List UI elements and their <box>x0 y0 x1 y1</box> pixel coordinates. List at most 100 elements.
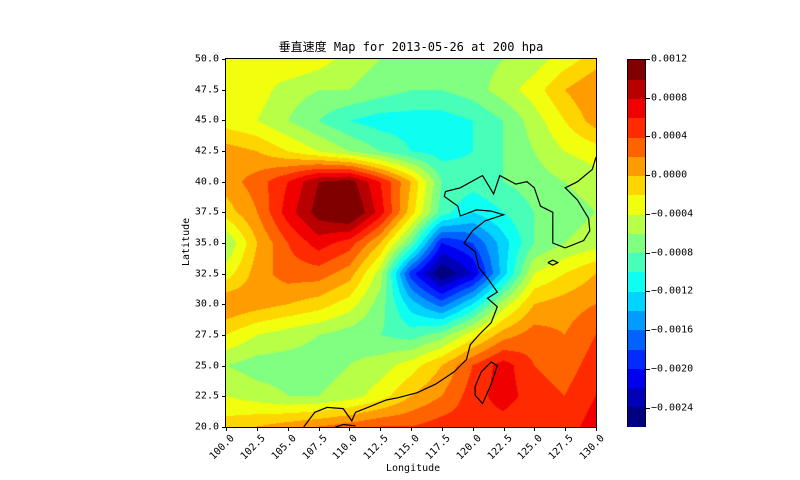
coastline <box>547 259 560 266</box>
y-tick-mark <box>222 151 226 152</box>
colorbar-band <box>628 387 645 408</box>
y-tick-mark <box>222 120 226 122</box>
colorbar-band <box>628 252 645 273</box>
y-tick-label: 42.5 <box>194 145 219 157</box>
colorbar-tick-mark <box>646 136 650 138</box>
x-tick-mark <box>472 427 474 431</box>
taiwan-coastline <box>474 361 499 405</box>
y-tick-mark <box>222 304 226 306</box>
colorbar-band <box>628 271 645 292</box>
colorbar-tick-mark <box>646 213 650 215</box>
coastline <box>303 156 596 427</box>
colorbar-band <box>628 368 645 389</box>
y-tick-label: 47.5 <box>194 84 219 96</box>
y-tick-label: 40.0 <box>194 176 219 188</box>
colorbar-band <box>628 214 645 234</box>
coastlines <box>303 156 596 427</box>
colorbar-band <box>628 329 645 350</box>
colorbar-band <box>628 194 645 215</box>
y-tick-mark <box>222 89 226 91</box>
x-tick-mark <box>380 427 382 431</box>
colorbar-tick-mark <box>646 330 650 332</box>
y-tick-mark <box>222 59 226 60</box>
y-tick-label: 27.5 <box>194 329 219 341</box>
x-tick-mark <box>226 427 227 431</box>
y-tick-label: 20.0 <box>194 421 219 433</box>
x-tick-mark <box>287 427 289 431</box>
colorbar-tick-label: 0.0008 <box>651 92 688 104</box>
colorbar-band <box>628 79 645 100</box>
y-tick-label: 32.5 <box>194 268 219 280</box>
y-tick-mark <box>222 212 226 214</box>
x-tick-label: 100.0 <box>207 433 237 463</box>
colorbar-tick-mark <box>646 252 650 254</box>
colorbar-tick-label: −0.0012 <box>651 285 694 297</box>
colorbar-tick-mark <box>646 291 650 293</box>
colorbar-tick-label: 0.0012 <box>651 53 688 65</box>
x-tick-label: 115.0 <box>392 433 422 463</box>
x-tick-label: 130.0 <box>577 433 607 463</box>
colorbar-tick-label: −0.0020 <box>651 363 694 375</box>
x-tick-label: 127.5 <box>546 433 576 463</box>
plot-area <box>226 59 596 427</box>
y-tick-mark <box>222 273 226 275</box>
coastline <box>333 423 356 427</box>
colorbar-band <box>628 291 645 312</box>
y-tick-label: 50.0 <box>194 53 219 65</box>
y-tick-mark <box>222 396 226 398</box>
colorbar-band <box>628 406 645 427</box>
x-tick-label: 105.0 <box>269 433 299 463</box>
y-tick-label: 45.0 <box>194 114 219 126</box>
x-tick-label: 117.5 <box>423 433 453 463</box>
x-tick-label: 122.5 <box>485 433 515 463</box>
colorbar-tick-label: −0.0024 <box>651 402 694 414</box>
colorbar-tick-label: −0.0016 <box>651 324 694 336</box>
y-tick-label: 25.0 <box>194 360 219 372</box>
colorbar-band <box>628 137 645 157</box>
x-tick-label: 125.0 <box>516 433 546 463</box>
colorbar-tick-label: −0.0008 <box>651 247 694 259</box>
x-tick-mark <box>349 427 351 431</box>
contour-field <box>226 59 596 427</box>
colorbar-tick-mark <box>646 407 650 409</box>
colorbar-band <box>628 175 645 196</box>
x-tick-mark <box>318 427 320 431</box>
colorbar <box>627 59 646 427</box>
colorbar-band <box>628 348 645 369</box>
y-tick-mark <box>222 427 226 428</box>
x-tick-mark <box>565 427 567 431</box>
colorbar-tick-mark <box>646 59 650 60</box>
x-tick-mark <box>411 427 412 431</box>
colorbar-tick-label: 0.0004 <box>651 130 688 142</box>
x-tick-label: 107.5 <box>300 433 330 463</box>
y-tick-mark <box>222 335 226 336</box>
x-tick-mark <box>534 427 536 431</box>
x-tick-mark <box>441 427 443 431</box>
colorbar-band <box>628 233 645 254</box>
colorbar-tick-mark <box>646 175 650 177</box>
colorbar-band <box>628 310 645 331</box>
x-axis-label: Longitude <box>386 463 441 474</box>
x-tick-label: 120.0 <box>454 433 484 463</box>
y-tick-mark <box>222 181 226 183</box>
y-tick-label: 35.0 <box>194 237 219 249</box>
colorbar-tick-label: −0.0004 <box>651 208 694 220</box>
colorbar-band <box>628 156 645 177</box>
x-tick-label: 102.5 <box>238 433 268 463</box>
chart-title: 垂直速度 Map for 2013-05-26 at 200 hpa <box>278 40 544 54</box>
colorbar-tick-mark <box>646 368 650 370</box>
colorbar-tick-label: 0.0000 <box>651 169 688 181</box>
colorbar-tick-mark <box>646 97 650 99</box>
x-tick-label: 112.5 <box>361 433 391 463</box>
x-tick-label: 110.0 <box>331 433 361 463</box>
y-tick-label: 22.5 <box>194 390 219 402</box>
x-tick-mark <box>503 427 505 431</box>
y-tick-mark <box>222 365 226 367</box>
x-tick-mark <box>596 427 597 431</box>
colorbar-band <box>628 117 645 138</box>
y-axis-label: Latitude <box>181 217 192 266</box>
colorbar-band <box>628 60 645 80</box>
x-tick-mark <box>256 427 258 431</box>
y-tick-mark <box>222 243 226 244</box>
y-tick-label: 37.5 <box>194 206 219 218</box>
